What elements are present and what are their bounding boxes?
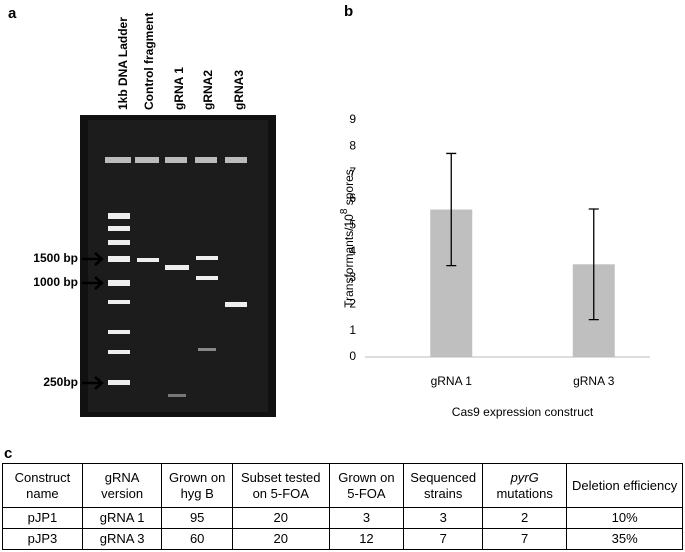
table-row: pJP1 gRNA 1 95 20 3 3 2 10% [2, 507, 683, 529]
table-cell: 35% [566, 528, 683, 550]
marker-label: 1500 bp [33, 251, 78, 265]
gel-arrows [82, 252, 104, 390]
table-cell: 20 [231, 528, 330, 550]
header-cell: gRNA version [81, 463, 163, 508]
y-tick-label: 8 [349, 139, 356, 153]
panel-label: b [344, 3, 353, 20]
panel-label: c [4, 445, 13, 462]
lane-label: Control fragment [142, 13, 156, 110]
header-cell: pyrG mutations [482, 463, 568, 508]
y-tick-label: 6 [349, 191, 356, 205]
y-tick-label: 2 [349, 297, 356, 311]
y-tick-label: 4 [349, 244, 356, 258]
lane-label: 1kb DNA Ladder [116, 17, 130, 110]
marker-label: 1000 bp [33, 275, 78, 289]
table-cell: 7 [403, 528, 484, 550]
header-cell: Sequenced strains [403, 463, 484, 508]
x-tick-label: gRNA 3 [573, 374, 615, 388]
lane-label: gRNA3 [232, 70, 246, 110]
table-cell: pJP1 [2, 507, 83, 529]
table-cell: 12 [328, 528, 405, 550]
y-tick-label: 9 [349, 112, 356, 126]
y-tick-label: 5 [349, 218, 356, 232]
table-cell: 20 [231, 507, 330, 529]
y-tick-label: 0 [349, 349, 356, 363]
table-cell: pJP3 [2, 528, 83, 550]
lane-label: gRNA2 [201, 70, 215, 110]
table-cell: 60 [161, 528, 233, 550]
y-axis-label-text: Transformants/10 [342, 214, 356, 308]
gel-image [80, 115, 276, 417]
header-cell: Deletion efficiency [566, 463, 683, 508]
marker-label: 250bp [43, 375, 78, 389]
error-bar [446, 152, 457, 267]
table-cell: 2 [482, 507, 568, 529]
y-axis-label-sup: 8 [339, 208, 350, 214]
table-cell: gRNA 1 [81, 507, 163, 529]
y-tick-label: 7 [349, 165, 356, 179]
header-italic: pyrG [510, 469, 539, 485]
y-tick-label: 3 [349, 270, 356, 284]
table-row: pJP3 gRNA 3 60 20 12 7 7 35% [2, 528, 683, 550]
panel-label: a [8, 5, 17, 22]
header-cell: Construct name [2, 463, 83, 508]
figure: a b 1kb DNA Ladder Control fragment gRNA 1… [8, 3, 650, 419]
header-cell: Grown on 5-FOA [328, 463, 405, 508]
table-cell: 7 [482, 528, 568, 550]
table-cell: 3 [403, 507, 484, 529]
x-tick-label: gRNA 1 [431, 374, 473, 388]
header-cell: Grown on hyg B [161, 463, 233, 508]
lane-label: gRNA 1 [172, 67, 186, 110]
table-cell: 3 [328, 507, 405, 529]
y-tick-label: 1 [349, 323, 356, 337]
table-cell: 95 [161, 507, 233, 529]
header-text: mutations [496, 485, 553, 501]
table-cell: gRNA 3 [81, 528, 163, 550]
header-row: Construct name gRNA version Grown on hyg B… [2, 463, 683, 508]
y-axis-label-tail: spores [342, 169, 356, 208]
header-cell: Subset tested on 5-FOA [231, 463, 330, 508]
error-bar [588, 208, 599, 321]
results-table: Construct name gRNA version Grown on hyg B… [2, 463, 683, 550]
x-axis-label: Cas9 expression construct [452, 405, 594, 419]
y-axis-label: Transformants/108 spores [339, 169, 357, 308]
table-cell: 10% [566, 507, 683, 529]
